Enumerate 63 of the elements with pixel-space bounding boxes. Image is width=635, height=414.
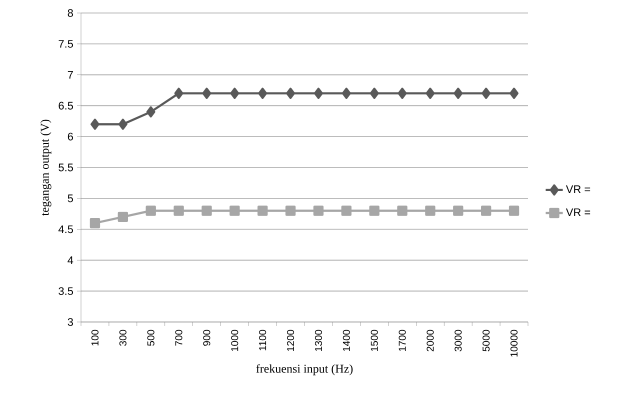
point <box>146 206 156 216</box>
x-tick-label: 1400 <box>342 330 350 351</box>
point <box>286 88 296 99</box>
x-tick-label: 5000 <box>482 330 490 352</box>
point <box>118 118 128 130</box>
x-tick-label: 1500 <box>370 330 378 351</box>
point <box>258 88 268 99</box>
point <box>480 206 492 216</box>
point <box>369 206 380 216</box>
point <box>342 88 351 99</box>
y-tick-label: 3 <box>68 318 73 326</box>
y-tick-label: 6.5 <box>58 102 73 110</box>
y-tick-label: 4.5 <box>58 225 73 234</box>
point <box>510 88 519 99</box>
x-tick-label: 700 <box>175 330 182 346</box>
point <box>425 206 436 216</box>
point <box>174 88 184 99</box>
point <box>482 88 491 99</box>
y-tick-label: 7.5 <box>58 40 73 48</box>
point <box>426 88 435 99</box>
point <box>174 206 184 216</box>
x-tick-label: 900 <box>203 330 210 346</box>
point <box>285 206 296 216</box>
point <box>397 206 408 216</box>
point <box>230 88 240 99</box>
y-axis-title: tegangan output (V) <box>40 120 52 216</box>
point <box>90 218 100 228</box>
x-tick-label: 3000 <box>454 330 462 352</box>
point <box>90 118 100 130</box>
point <box>370 88 379 99</box>
x-axis-title: frekuensi input (Hz) <box>256 364 353 376</box>
x-tick-label: 1200 <box>287 330 294 351</box>
point <box>453 206 464 216</box>
point <box>202 206 212 216</box>
y-tick-label: 5.5 <box>58 164 73 172</box>
x-tick-label: 300 <box>119 330 126 346</box>
point <box>257 206 268 216</box>
point <box>314 88 323 99</box>
point <box>146 106 156 118</box>
y-tick-label: 8 <box>68 9 73 17</box>
y-tick-label: 7 <box>68 71 73 79</box>
point <box>230 206 240 216</box>
y-tick-label: 4 <box>68 256 74 264</box>
point <box>118 212 128 222</box>
legend-label: VR = <box>566 185 590 193</box>
point <box>202 88 212 99</box>
point <box>508 206 520 216</box>
y-tick-label: 5 <box>68 194 73 202</box>
x-tick-label: 1300 <box>314 330 322 351</box>
point <box>313 206 324 216</box>
point <box>398 88 407 99</box>
x-tick-label: 10000 <box>510 330 518 357</box>
x-tick-label: 1700 <box>398 330 406 351</box>
x-tick-label: 100 <box>91 330 99 346</box>
legend-label: VR = <box>566 208 590 216</box>
y-tick-label: 6 <box>68 132 73 140</box>
x-tick-label: 1000 <box>231 330 238 351</box>
x-tick-label: 500 <box>147 330 154 346</box>
point <box>341 206 352 216</box>
x-tick-label: 1100 <box>259 330 266 350</box>
y-tick-label: 3.5 <box>58 287 73 295</box>
x-tick-label: 2000 <box>426 330 434 352</box>
point <box>454 88 463 99</box>
